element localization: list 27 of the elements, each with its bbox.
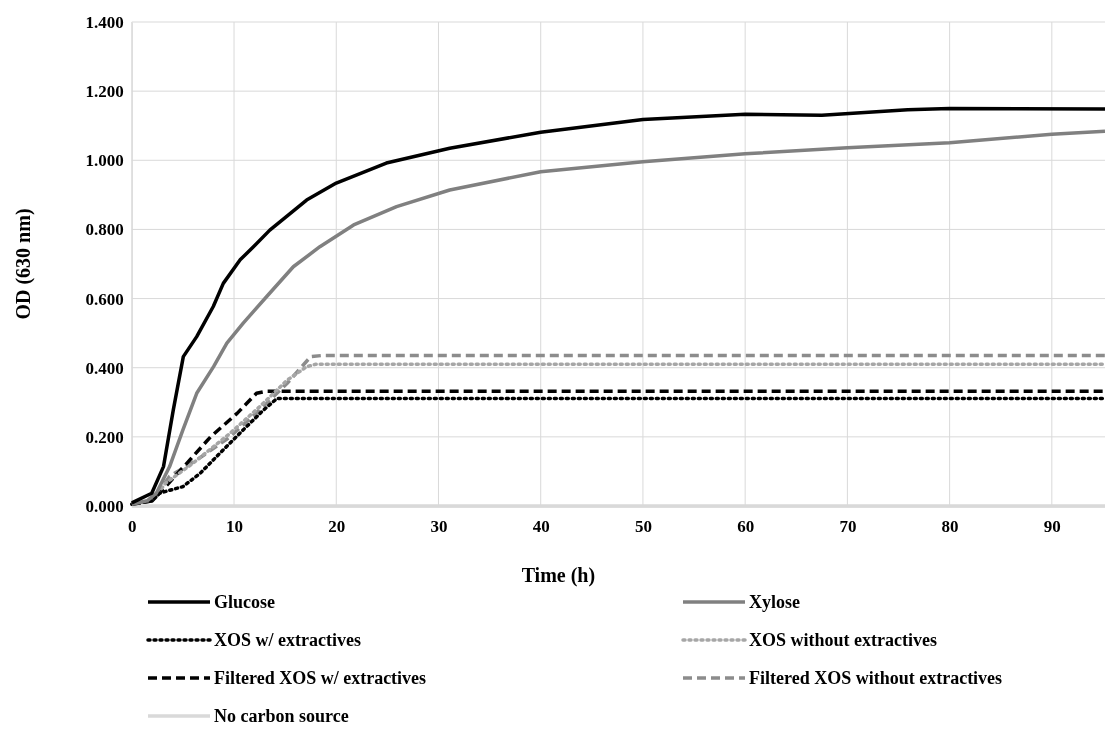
legend-label: No carbon source [214, 706, 349, 726]
y-tick-label: 0.000 [85, 496, 124, 516]
legend-label: Xylose [749, 592, 800, 612]
x-tick-label: 40 [532, 517, 550, 537]
legend-label: XOS w/ extractives [214, 630, 361, 650]
x-tick-label: 20 [328, 517, 346, 537]
legend-label: XOS without extractives [749, 630, 937, 650]
y-tick-label: 1.200 [85, 82, 124, 102]
x-tick-label: 0 [128, 517, 137, 537]
y-tick-label: 1.000 [85, 151, 124, 171]
y-tick-label: 0.600 [85, 289, 124, 309]
x-tick-label: 90 [1043, 517, 1061, 537]
x-tick-label: 10 [226, 517, 244, 537]
x-tick-label: 60 [737, 517, 755, 537]
y-tick-label: 1.400 [85, 12, 124, 32]
legend-label: Filtered XOS without extractives [749, 668, 1003, 688]
y-tick-label: 0.200 [85, 427, 124, 447]
x-tick-label: 70 [839, 517, 857, 537]
y-tick-label: 0.400 [85, 358, 124, 378]
x-axis-title: Time (h) [521, 564, 596, 587]
x-tick-label: 50 [634, 517, 652, 537]
legend-label: Glucose [214, 592, 276, 612]
x-tick-label: 80 [941, 517, 959, 537]
y-axis-title: OD (630 nm) [12, 208, 35, 320]
x-tick-label: 30 [430, 517, 448, 537]
y-tick-label: 0.800 [85, 220, 124, 240]
legend-label: Filtered XOS w/ extractives [214, 668, 427, 688]
